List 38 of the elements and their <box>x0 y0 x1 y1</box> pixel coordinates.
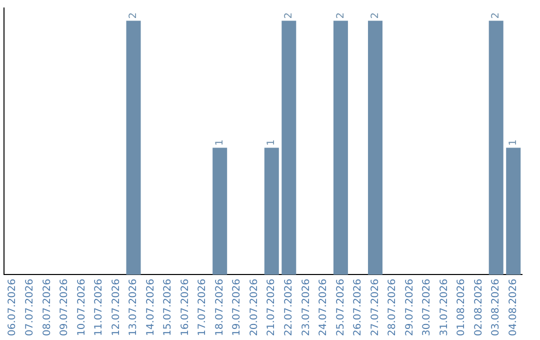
x-tick-label: 23.07.2026 <box>300 278 312 336</box>
x-tick-label: 01.08.2026 <box>456 278 468 336</box>
data-label: 1 <box>214 139 226 146</box>
x-tick-label: 31.07.2026 <box>438 278 450 336</box>
x-tick-label: 02.08.2026 <box>473 278 484 336</box>
x-tick-label: 09.07.2026 <box>59 278 70 336</box>
x-tick-label: 04.08.2026 <box>508 278 519 336</box>
x-tick-label: 30.07.2026 <box>422 278 433 336</box>
x-tick-label: 17.07.2026 <box>197 278 208 336</box>
x-tick-label: 15.07.2026 <box>162 278 174 336</box>
x-tick-label: 12.07.2026 <box>110 278 122 336</box>
data-label: 2 <box>283 12 294 19</box>
x-tick-label: 07.07.2026 <box>24 278 36 336</box>
data-label: 2 <box>370 12 381 19</box>
x-tick-label: 21.07.2026 <box>266 278 278 336</box>
data-label: 2 <box>128 12 140 19</box>
x-tick-label: 28.07.2026 <box>387 278 398 336</box>
x-tick-label: 14.07.2026 <box>145 278 156 336</box>
x-tick-label: 18.07.2026 <box>214 278 226 336</box>
x-tick-label: 19.07.2026 <box>232 278 243 336</box>
x-tick-label: 20.07.2026 <box>248 278 260 336</box>
x-tick-label: 13.07.2026 <box>128 278 140 336</box>
x-tick-label: 26.07.2026 <box>352 278 364 336</box>
x-tick-label: 11.07.2026 <box>94 278 105 336</box>
data-label: 2 <box>490 12 502 19</box>
x-tick-label: 16.07.2026 <box>180 278 191 336</box>
data-label: 1 <box>266 139 278 146</box>
x-tick-label: 24.07.2026 <box>318 278 330 336</box>
x-tick-label: 08.07.2026 <box>42 278 53 336</box>
x-tick-label: 10.07.2026 <box>76 278 88 336</box>
data-label: 2 <box>335 12 346 19</box>
x-tick-label: 27.07.2026 <box>370 278 381 336</box>
x-tick-label: 03.08.2026 <box>490 278 502 336</box>
x-tick-label: 22.07.2026 <box>283 278 294 336</box>
x-tick-label: 06.07.2026 <box>7 278 18 336</box>
x-tick-label: 29.07.2026 <box>404 278 416 336</box>
data-label: 1 <box>508 139 519 146</box>
x-tick-label: 25.07.2026 <box>335 278 346 336</box>
